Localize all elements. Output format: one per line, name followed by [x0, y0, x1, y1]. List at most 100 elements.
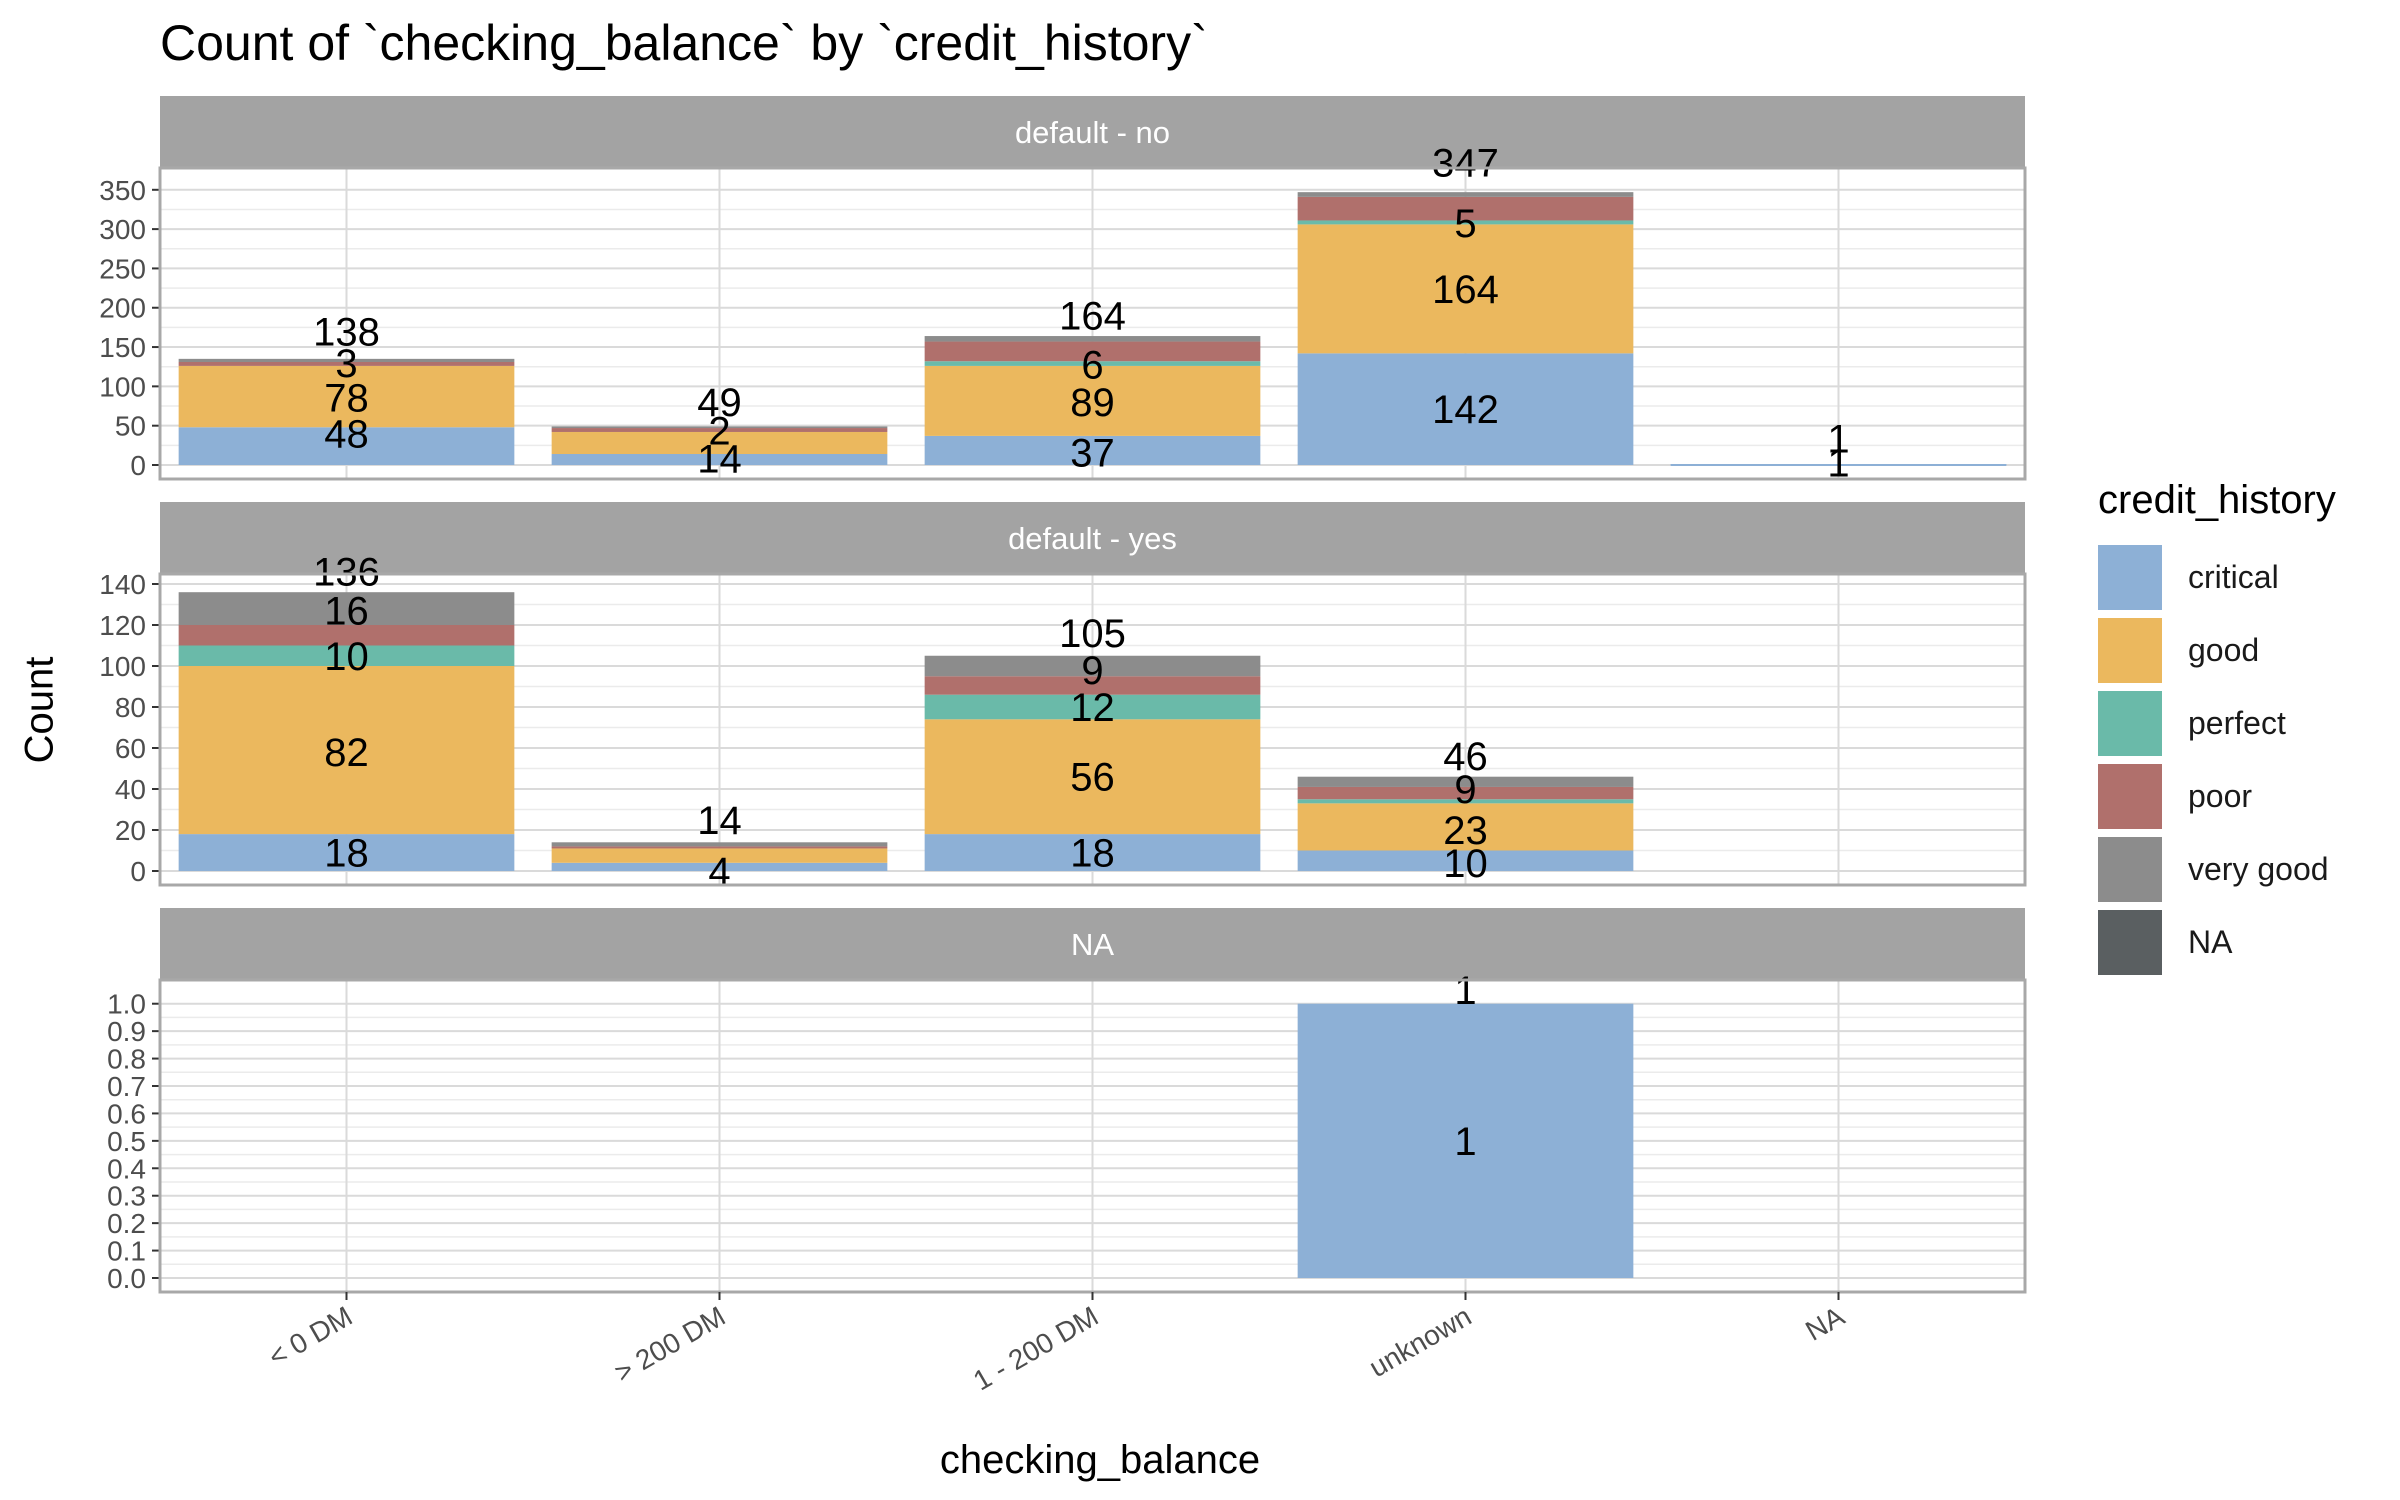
y-tick-label: 80 [115, 692, 146, 723]
x-tick-label: 1 - 200 DM [968, 1300, 1103, 1396]
y-tick-label: 0.4 [107, 1153, 146, 1184]
bar-segment [924, 676, 1261, 695]
facet-strip-label: default - yes [1008, 521, 1177, 556]
legend-item: good [2098, 614, 2336, 687]
data-label: 138 [313, 310, 380, 354]
y-tick-label: 0.5 [107, 1126, 146, 1157]
y-tick-label: 300 [99, 214, 146, 245]
data-label: 14 [697, 799, 742, 843]
bar-segment [551, 453, 888, 465]
y-tick-label: 0.1 [107, 1236, 146, 1267]
bar-segment [924, 655, 1261, 677]
y-tick-label: 140 [99, 569, 146, 600]
y-tick-label: 20 [115, 815, 146, 846]
legend-swatch [2098, 910, 2162, 975]
panel-border [158, 572, 2027, 887]
data-label: 10 [324, 635, 369, 679]
y-tick-label: 120 [99, 610, 146, 641]
bar-segment [924, 719, 1261, 835]
data-label: 3 [335, 342, 357, 386]
chart-title: Count of `checking_balance` by `credit_h… [160, 15, 1208, 71]
data-label: 164 [1432, 268, 1499, 312]
data-label: 142 [1432, 388, 1499, 432]
y-tick-label: 0 [130, 856, 146, 887]
data-label: 164 [1059, 295, 1126, 339]
y-tick-label: 0.9 [107, 1016, 146, 1047]
bar-segment [924, 365, 1261, 436]
bar-segment [1297, 192, 1634, 197]
x-tick-label: unknown [1364, 1300, 1477, 1383]
bar-segment [924, 341, 1261, 362]
legend-label: poor [2188, 778, 2253, 814]
bar-segment [924, 694, 1261, 720]
bar-segment [924, 435, 1261, 465]
y-tick-label: 0 [130, 450, 146, 481]
y-tick-label: 0.0 [107, 1263, 146, 1294]
facet-strip-label: default - no [1015, 115, 1170, 150]
legend-label: very good [2188, 851, 2329, 887]
y-tick-label: 40 [115, 774, 146, 805]
bar-segment [1297, 1003, 1634, 1278]
bar-segment [1297, 224, 1634, 354]
bar-segment [551, 431, 888, 454]
facet-strip [160, 502, 2025, 574]
data-label: 89 [1070, 381, 1115, 425]
legend-swatch [2098, 545, 2162, 610]
data-label: 2 [708, 409, 730, 453]
data-label: 82 [324, 731, 369, 775]
bar-segment [1297, 850, 1634, 871]
bar-segment [551, 842, 888, 847]
y-tick-label: 0.2 [107, 1208, 146, 1239]
data-label: 9 [1454, 768, 1476, 812]
data-label: 37 [1070, 431, 1115, 475]
y-tick-label: 0.3 [107, 1181, 146, 1212]
data-label: 1 [1454, 1120, 1476, 1164]
data-label: 5 [1454, 202, 1476, 246]
data-label: 105 [1059, 612, 1126, 656]
facet-strip-label: NA [1071, 927, 1114, 962]
bar-segment [1297, 220, 1634, 225]
bar-segment [551, 426, 888, 429]
bar-segment [1670, 464, 2007, 466]
y-tick-label: 60 [115, 733, 146, 764]
data-label: 48 [324, 413, 369, 457]
bar-segment [178, 365, 515, 428]
panel-border [158, 166, 2027, 481]
bar-segment [178, 358, 515, 362]
legend: credit_history critical good perfect poor ve… [2098, 478, 2336, 979]
legend-item: poor [2098, 760, 2336, 833]
bar-segment [551, 848, 888, 863]
data-label: 49 [697, 381, 742, 425]
y-tick-label: 1.0 [107, 989, 146, 1020]
x-tick-label: NA [1800, 1300, 1849, 1346]
legend-swatch [2098, 691, 2162, 756]
bar-segment [1297, 353, 1634, 465]
data-label: 18 [324, 832, 369, 876]
legend-swatch [2098, 618, 2162, 683]
y-tick-label: 0.6 [107, 1098, 146, 1129]
bar-segment [551, 846, 888, 849]
data-label: 347 [1432, 141, 1499, 185]
data-label: 9 [1081, 649, 1103, 693]
facet-strip [160, 908, 2025, 980]
legend-label: NA [2188, 924, 2233, 960]
bar-segment [178, 625, 515, 646]
bar-segment [924, 336, 1261, 342]
legend-swatch [2098, 764, 2162, 829]
bar-segment [1297, 776, 1634, 787]
data-label: 14 [697, 438, 742, 482]
data-label: 46 [1443, 735, 1488, 779]
y-tick-label: 0.8 [107, 1044, 146, 1075]
bar-segment [924, 361, 1261, 366]
bar-segment [1297, 196, 1634, 221]
y-tick-label: 150 [99, 332, 146, 363]
y-tick-label: 100 [99, 651, 146, 682]
data-label: 16 [324, 590, 369, 634]
legend-label: critical [2188, 559, 2279, 595]
bar-segment [551, 862, 888, 871]
bar-segment [1297, 786, 1634, 800]
bar-segment [178, 834, 515, 871]
bar-segment [178, 427, 515, 465]
